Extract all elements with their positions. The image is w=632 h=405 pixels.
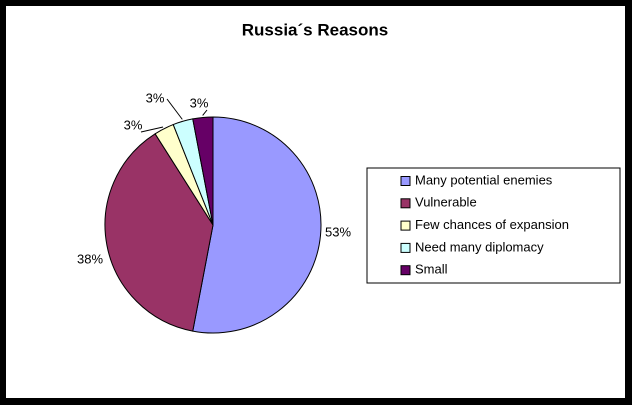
leader-line (202, 109, 208, 116)
legend-label: Many potential enemies (415, 172, 553, 187)
legend-swatch (400, 220, 411, 231)
leader-line (140, 126, 164, 133)
pie-slice (192, 116, 214, 226)
data-label: 38% (77, 251, 103, 266)
data-label: 53% (325, 224, 351, 239)
legend-swatch (400, 176, 411, 186)
legend-swatch (400, 198, 411, 209)
legend-swatch (400, 265, 411, 276)
data-label: 3% (124, 117, 143, 132)
legend-label: Vulnerable (415, 195, 477, 210)
leader-line (166, 98, 183, 120)
chart-title: Russia´s Reasons (242, 20, 388, 39)
legend-label: Small (415, 262, 448, 277)
data-label: 3% (190, 95, 209, 110)
legend-label: Few chances of expansion (415, 217, 569, 232)
legend-label: Need many diplomacy (415, 239, 544, 254)
data-label: 3% (146, 90, 165, 105)
pie-slice (192, 116, 322, 334)
legend-swatch (400, 242, 411, 253)
